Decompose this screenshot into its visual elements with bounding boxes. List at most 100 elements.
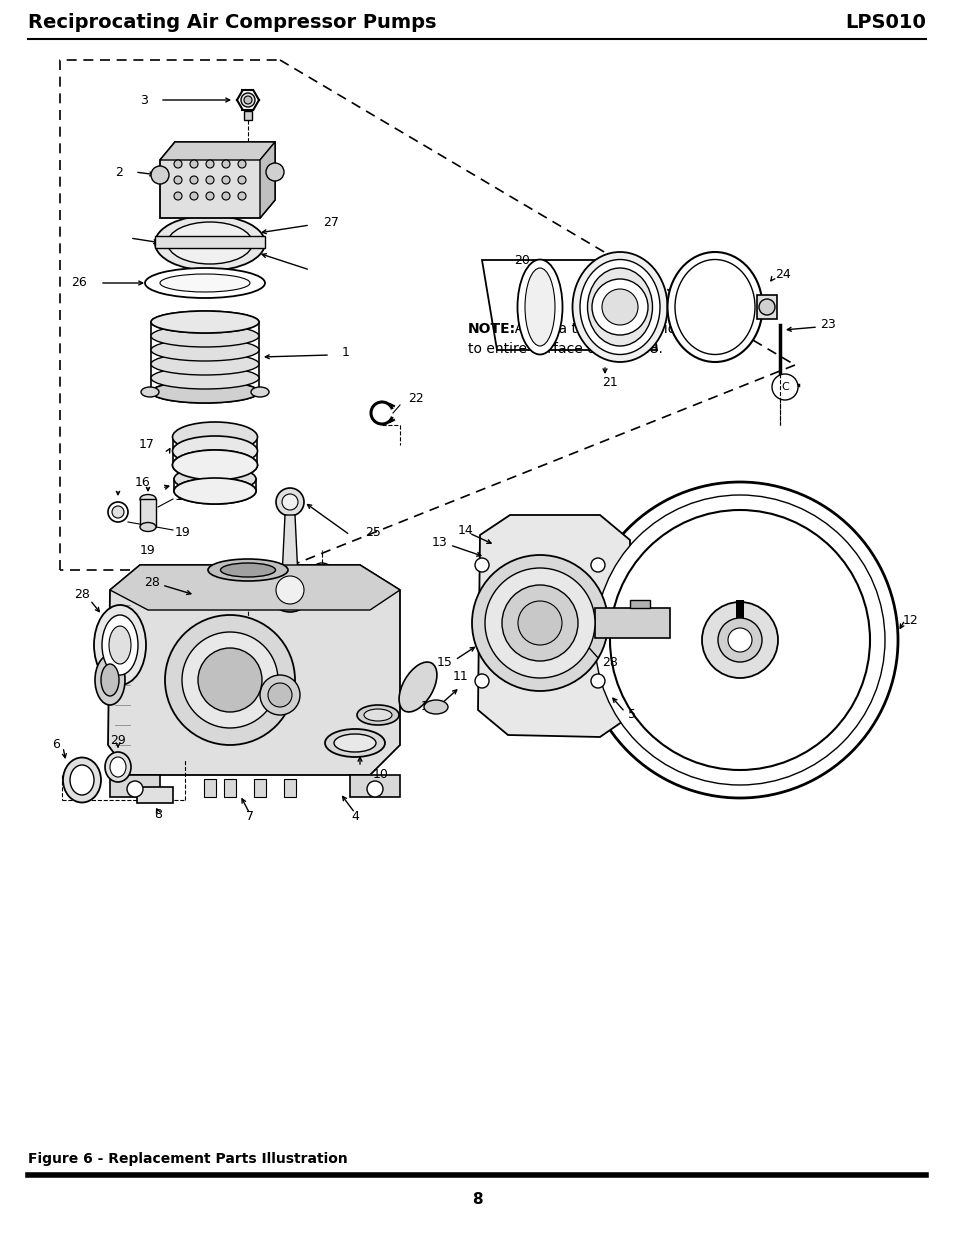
Circle shape xyxy=(475,558,489,572)
Circle shape xyxy=(165,615,294,745)
Circle shape xyxy=(151,165,169,184)
Ellipse shape xyxy=(172,422,257,452)
Polygon shape xyxy=(160,142,274,161)
Ellipse shape xyxy=(423,700,448,714)
Text: 15: 15 xyxy=(436,657,453,669)
Circle shape xyxy=(275,576,304,604)
Ellipse shape xyxy=(364,709,392,721)
Ellipse shape xyxy=(94,605,146,685)
Ellipse shape xyxy=(105,752,131,782)
Ellipse shape xyxy=(173,478,255,504)
Circle shape xyxy=(237,177,246,184)
Ellipse shape xyxy=(151,311,258,333)
Ellipse shape xyxy=(70,764,94,795)
Ellipse shape xyxy=(675,259,754,354)
Text: 6: 6 xyxy=(52,739,60,752)
Circle shape xyxy=(173,177,182,184)
Text: Reciprocating Air Compressor Pumps: Reciprocating Air Compressor Pumps xyxy=(28,12,436,32)
Bar xyxy=(244,111,252,120)
Ellipse shape xyxy=(63,757,101,803)
Circle shape xyxy=(592,279,647,335)
Text: NOTE:: NOTE: xyxy=(468,322,516,336)
Text: 14: 14 xyxy=(457,524,474,536)
Bar xyxy=(757,295,776,319)
Text: 24: 24 xyxy=(774,268,790,282)
Text: 25: 25 xyxy=(365,526,380,540)
Circle shape xyxy=(609,510,869,769)
Circle shape xyxy=(127,781,143,797)
Ellipse shape xyxy=(325,729,385,757)
Text: 13: 13 xyxy=(431,536,447,550)
Text: 11: 11 xyxy=(453,671,468,683)
Bar xyxy=(137,787,172,803)
Circle shape xyxy=(475,674,489,688)
Circle shape xyxy=(222,191,230,200)
Circle shape xyxy=(266,163,284,182)
Text: 23: 23 xyxy=(820,319,835,331)
Text: 8: 8 xyxy=(471,1193,482,1208)
Ellipse shape xyxy=(151,311,258,333)
Circle shape xyxy=(601,289,638,325)
Text: 19: 19 xyxy=(140,543,155,557)
Ellipse shape xyxy=(356,705,398,725)
Text: 28: 28 xyxy=(74,589,90,601)
Circle shape xyxy=(182,632,277,727)
Ellipse shape xyxy=(172,450,257,480)
Ellipse shape xyxy=(524,268,555,346)
Bar xyxy=(284,779,295,797)
Circle shape xyxy=(222,161,230,168)
Bar xyxy=(204,779,215,797)
Ellipse shape xyxy=(140,522,156,531)
Ellipse shape xyxy=(398,662,436,711)
Circle shape xyxy=(198,648,262,713)
Circle shape xyxy=(206,191,213,200)
Circle shape xyxy=(501,585,578,661)
Text: 4: 4 xyxy=(351,810,358,824)
Bar xyxy=(140,499,156,527)
Text: 15: 15 xyxy=(420,700,436,714)
Bar xyxy=(629,600,649,608)
Circle shape xyxy=(590,558,604,572)
Circle shape xyxy=(237,161,246,168)
Circle shape xyxy=(241,93,254,107)
Ellipse shape xyxy=(173,466,255,492)
Circle shape xyxy=(581,482,897,798)
Circle shape xyxy=(190,191,198,200)
Circle shape xyxy=(268,683,292,706)
Polygon shape xyxy=(595,608,669,638)
Text: 10: 10 xyxy=(373,767,389,781)
Polygon shape xyxy=(282,515,297,577)
Circle shape xyxy=(590,674,604,688)
Circle shape xyxy=(718,618,761,662)
Text: 17: 17 xyxy=(139,438,154,452)
Bar xyxy=(350,776,399,797)
Text: to entire surface of Item 28.: to entire surface of Item 28. xyxy=(468,342,662,356)
Polygon shape xyxy=(108,564,399,776)
Circle shape xyxy=(237,191,246,200)
Ellipse shape xyxy=(151,382,258,403)
Text: 5: 5 xyxy=(627,709,636,721)
Text: 2: 2 xyxy=(115,165,123,179)
Circle shape xyxy=(275,488,304,516)
Circle shape xyxy=(222,177,230,184)
Ellipse shape xyxy=(579,259,659,354)
Circle shape xyxy=(190,177,198,184)
Bar xyxy=(154,236,265,248)
Ellipse shape xyxy=(101,664,119,697)
Text: C: C xyxy=(781,382,788,391)
Ellipse shape xyxy=(251,387,269,396)
Circle shape xyxy=(310,563,334,587)
Ellipse shape xyxy=(208,559,288,580)
Text: 21: 21 xyxy=(601,377,618,389)
Circle shape xyxy=(771,374,797,400)
Ellipse shape xyxy=(140,494,156,504)
Ellipse shape xyxy=(587,268,652,346)
Ellipse shape xyxy=(154,215,265,270)
Ellipse shape xyxy=(667,252,761,362)
Polygon shape xyxy=(481,261,657,350)
Text: 3: 3 xyxy=(140,94,148,106)
Ellipse shape xyxy=(517,259,562,354)
Polygon shape xyxy=(160,142,274,219)
Circle shape xyxy=(472,555,607,692)
Ellipse shape xyxy=(151,367,258,389)
